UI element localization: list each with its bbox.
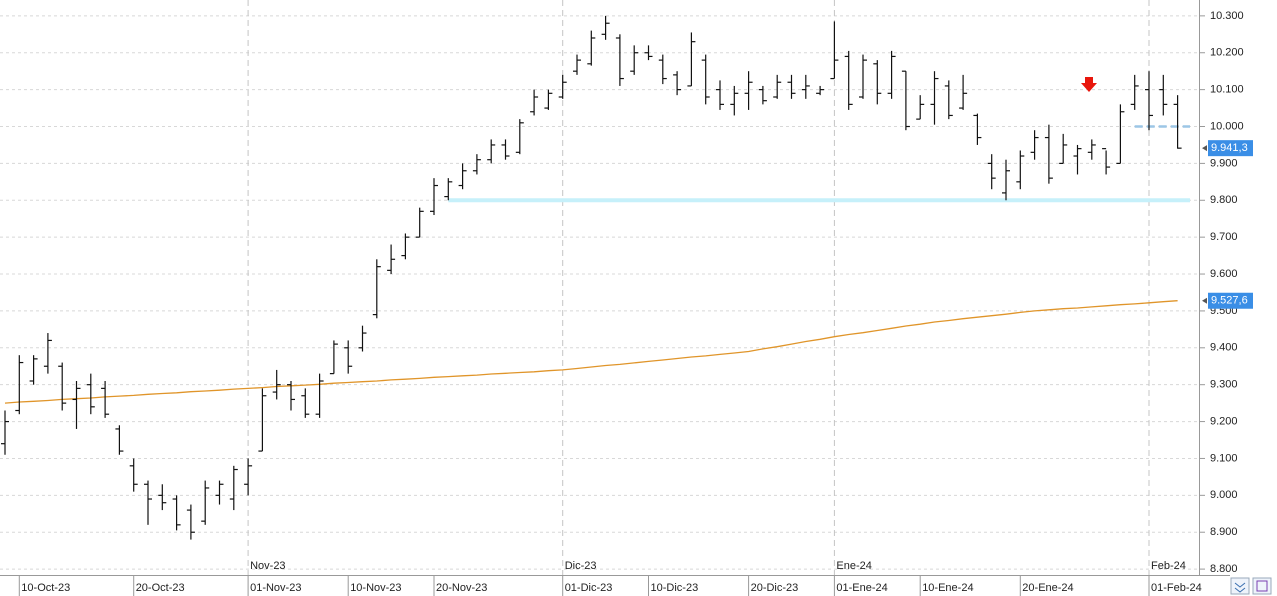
y-tick-label: 9.300: [1210, 379, 1238, 391]
y-tick-label: 10.300: [1210, 10, 1244, 22]
plot: 8.8008.9009.0009.1009.2009.3009.4009.500…: [0, 0, 1244, 596]
y-tick-label: 10.000: [1210, 120, 1244, 132]
x-tick-label: 20-Ene-24: [1022, 582, 1073, 594]
x-tick-label: 01-Ene-24: [836, 582, 887, 594]
price-pointer: [1202, 297, 1207, 304]
x-tick-label: 10-Nov-23: [350, 582, 401, 594]
x-tick-label: 10-Oct-23: [21, 582, 70, 594]
save-icon: [1256, 580, 1268, 592]
y-tick-label: 10.200: [1210, 47, 1244, 59]
price-tag-label: 9.941,3: [1211, 142, 1248, 154]
scroll-button[interactable]: [1230, 577, 1250, 595]
x-tick-label: 01-Dic-23: [565, 582, 613, 594]
x-tick-label: 20-Oct-23: [136, 582, 185, 594]
price-pointer: [1202, 145, 1207, 152]
y-tick-label: 9.400: [1210, 342, 1238, 354]
moving-average: [4, 300, 1178, 404]
price-tag: [1208, 140, 1253, 157]
signal-arrow: [1081, 77, 1097, 92]
scroll-icon: [1234, 582, 1246, 593]
save-button[interactable]: [1252, 577, 1272, 595]
x-tick-label: 10-Ene-24: [922, 582, 973, 594]
x-tick-label: 10-Dic-23: [651, 582, 699, 594]
y-tick-label: 9.700: [1210, 231, 1238, 243]
x-tick-label: 20-Nov-23: [436, 582, 487, 594]
month-label: Dic-23: [565, 560, 597, 572]
y-tick-label: 8.900: [1210, 526, 1238, 538]
month-label: Ene-24: [836, 560, 871, 572]
price-tag: [1208, 292, 1253, 309]
y-tick-label: 9.100: [1210, 452, 1238, 464]
y-tick-label: 9.600: [1210, 268, 1238, 280]
y-tick-label: 9.200: [1210, 415, 1238, 427]
y-tick-label: 9.900: [1210, 157, 1238, 169]
x-tick-label: 01-Nov-23: [250, 582, 301, 594]
y-tick-label: 9.800: [1210, 194, 1238, 206]
month-label: Feb-24: [1151, 560, 1186, 572]
y-tick-label: 8.800: [1210, 563, 1238, 575]
y-tick-label: 9.000: [1210, 489, 1238, 501]
y-tick-label: 10.100: [1210, 84, 1244, 96]
x-tick-label: 20-Dic-23: [751, 582, 799, 594]
month-label: Nov-23: [250, 560, 285, 572]
x-tick-label: 01-Feb-24: [1151, 582, 1202, 594]
price-tag-label: 9.527,6: [1211, 295, 1248, 307]
